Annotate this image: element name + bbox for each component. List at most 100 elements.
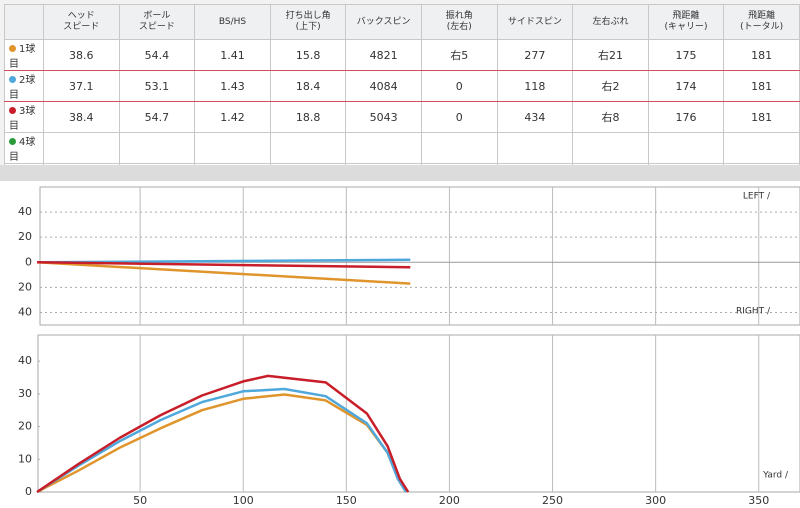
table-cell: 0	[420, 70, 498, 102]
header-cell: 左右ぶれ	[572, 4, 649, 40]
table-row: 2球目 37.1 53.1 1.43 18.4 4084 0 118 右2 174 181	[4, 70, 800, 102]
y-tick-label: 30	[18, 387, 32, 400]
cell-value: 4084	[369, 79, 398, 93]
row-label-cell: 1球目	[4, 39, 44, 71]
table-cell	[194, 132, 271, 164]
header-cell: BS/HS	[194, 4, 271, 40]
table-cell: 174	[647, 70, 725, 102]
row-dot	[9, 45, 16, 52]
y-tick-label: 40	[18, 305, 32, 318]
x-tick-label: 100	[233, 494, 254, 507]
row-dot	[9, 138, 16, 145]
cell-value: 38.6	[69, 48, 94, 62]
row-label: 1球目	[9, 44, 36, 70]
x-tick-label: 300	[645, 494, 666, 507]
cell-value: 174	[675, 79, 697, 93]
cell-value: 176	[675, 110, 697, 124]
annotation: LEFT /	[743, 192, 771, 202]
cell-value: 右21	[597, 49, 623, 62]
table-cell: 38.4	[43, 101, 120, 133]
header-text: 振れ角	[445, 11, 473, 21]
table-cell	[43, 132, 120, 164]
table-cell: 37.1	[43, 70, 120, 102]
cell-value: 181	[751, 110, 773, 124]
cell-value: 54.4	[144, 48, 170, 62]
x-tick-label: 250	[542, 494, 563, 507]
y-tick-label: 40	[18, 205, 32, 218]
trajectory-line	[36, 387, 408, 494]
cell-value: 181	[751, 79, 773, 93]
cell-value: 4821	[369, 48, 398, 62]
row-label-cell: 4球目	[4, 132, 44, 164]
header-cell: 飛距離 (トータル)	[723, 4, 800, 40]
plot-frame	[39, 186, 800, 326]
y-tick-label: 0	[25, 255, 32, 268]
header-text: BS/HS	[218, 16, 247, 27]
trajectory-line	[36, 261, 411, 285]
header-text: 打ち出し角	[285, 11, 331, 21]
table-cell: 5043	[345, 101, 422, 133]
header-text: スピード	[63, 22, 100, 32]
table-cell: 434	[496, 101, 574, 133]
divider	[0, 165, 800, 181]
table-cell: 0	[420, 101, 498, 133]
row-label-cell: 2球目	[4, 70, 44, 102]
cell-value: 右8	[601, 111, 620, 124]
row-label-cell: 3球目	[4, 101, 44, 133]
header-text: (上下)	[295, 22, 321, 32]
corner	[4, 4, 44, 40]
table-cell: 54.4	[118, 39, 196, 71]
table-cell: 38.6	[43, 39, 120, 71]
table-cell: 4821	[345, 39, 422, 71]
cell-value: 38.4	[69, 110, 94, 124]
table-cell: 181	[723, 39, 800, 71]
row-label: 4球目	[9, 137, 36, 163]
header-cell: ヘッド スピード	[43, 4, 120, 40]
header-cell: ボール スピード	[118, 4, 196, 40]
table-cell: 4084	[345, 70, 422, 102]
cell-value: 175	[675, 48, 697, 62]
table-cell: 53.1	[118, 70, 196, 102]
table-cell: 176	[647, 101, 725, 133]
header-text: ボール	[143, 11, 171, 21]
cell-value: 18.4	[295, 79, 321, 93]
y-tick-label: 40	[18, 354, 32, 367]
table-cell: 15.8	[269, 39, 347, 71]
header-text: 飛距離	[748, 11, 776, 21]
trajectory-line	[36, 374, 410, 494]
cell-value: 0	[455, 79, 463, 93]
header-cell: バックスピン	[345, 4, 422, 40]
table-cell: 277	[496, 39, 574, 71]
plot-frame	[37, 334, 800, 493]
x-tick-label: 150	[336, 494, 357, 507]
header-text: (キャリー)	[664, 22, 708, 32]
row-dot	[9, 76, 16, 83]
trajectory-line	[36, 261, 411, 269]
annotation: RIGHT /	[736, 307, 771, 317]
row-label: 3球目	[9, 106, 36, 132]
table-cell	[269, 132, 347, 164]
table-cell	[420, 132, 498, 164]
table-cell: 54.7	[118, 101, 196, 133]
cell-value: 15.8	[295, 48, 321, 62]
cell-value: 1.43	[220, 79, 245, 93]
x-tick-label: 200	[439, 494, 460, 507]
cell-value: 1.42	[220, 110, 245, 124]
table-cell	[496, 132, 574, 164]
header-text: (トータル)	[740, 22, 784, 32]
table-cell: 右8	[572, 101, 649, 133]
cell-value: 18.8	[295, 110, 321, 124]
y-tick-label: 20	[18, 230, 32, 243]
header-text: スピード	[138, 22, 175, 32]
table-row: 3球目 38.4 54.7 1.42 18.8 5043 0 434 右8 176 181	[4, 101, 800, 133]
row-dot	[9, 107, 16, 114]
cell-value: 277	[524, 48, 546, 62]
table-cell: 1.43	[194, 70, 271, 102]
table-cell: 175	[647, 39, 725, 71]
table-cell: 18.4	[269, 70, 347, 102]
header-row: ヘッド スピード ボール スピード BS/HS 打ち出し角 (上下) バックスピン 振れ角 (左右…	[4, 4, 800, 40]
table-cell: 右2	[572, 70, 649, 102]
header-cell: 振れ角 (左右)	[420, 4, 498, 40]
